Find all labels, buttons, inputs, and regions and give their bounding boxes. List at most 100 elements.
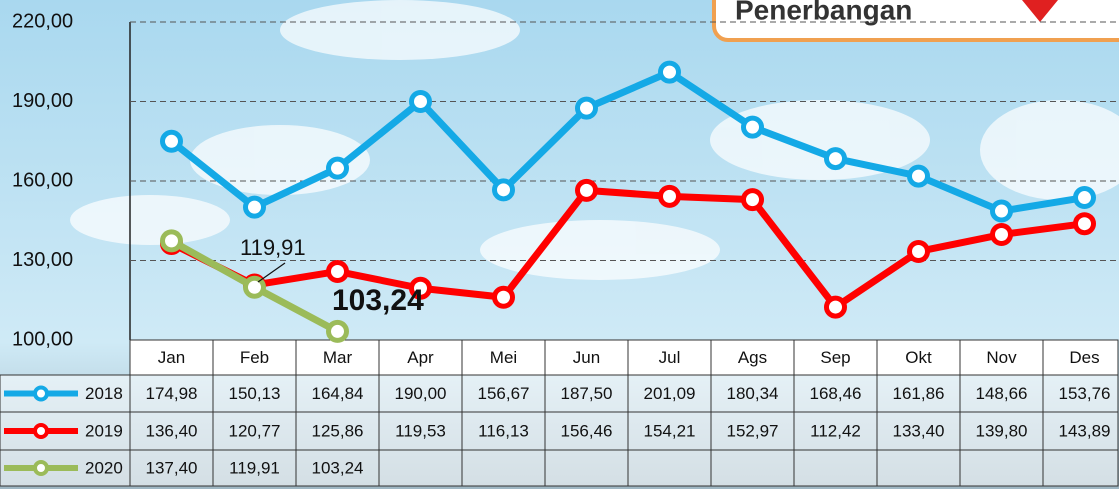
table-value: 180,34: [727, 384, 779, 403]
badge-icon: [1022, 0, 1058, 22]
table-value: 112,42: [810, 421, 861, 440]
table-value: 119,91: [229, 458, 280, 477]
table-cell: [544, 339, 629, 376]
legend-label: 2020: [85, 458, 123, 477]
table-value: 148,66: [976, 384, 1028, 403]
x-tick-label: Des: [1069, 348, 1099, 367]
table-cell: [378, 411, 463, 451]
legend-marker: [33, 460, 49, 476]
table-value: 201,09: [644, 384, 696, 403]
data-point: [492, 178, 515, 202]
annotation: 119,91: [240, 235, 306, 260]
table-cell: [295, 374, 380, 413]
table-value: 187,50: [561, 384, 613, 403]
badge-box: [712, 0, 1119, 42]
table-value: 143,89: [1059, 421, 1111, 440]
data-point: [907, 164, 930, 188]
data-point: [1073, 186, 1096, 210]
x-tick-label: Jul: [659, 348, 681, 367]
y-tick-label: 160,00: [12, 169, 73, 191]
table-cell: [212, 449, 297, 487]
table-cell: [1042, 339, 1119, 376]
table-value: 164,84: [312, 384, 364, 403]
data-point: [824, 295, 847, 319]
data-point: [492, 285, 515, 309]
table-cell: [461, 339, 546, 376]
table-value: 154,21: [644, 421, 696, 440]
data-point: [243, 195, 266, 219]
table-cell: [710, 449, 795, 487]
table-value: 174,98: [146, 384, 198, 403]
data-point: [741, 188, 764, 212]
data-point: [575, 96, 598, 120]
data-point: [326, 319, 349, 343]
x-tick-label: Jan: [158, 348, 185, 367]
table-cell: [793, 339, 878, 376]
table-cell: [129, 374, 214, 413]
data-point: [741, 115, 764, 139]
table-value: 156,67: [478, 384, 530, 403]
table-cell: [710, 339, 795, 376]
series-line: [169, 68, 1086, 215]
table-value: 137,40: [146, 458, 198, 477]
table-value: 190,00: [395, 384, 447, 403]
x-tick-label: Jun: [573, 348, 600, 367]
y-tick-label: 100,00: [12, 328, 73, 350]
table-value: 103,24: [312, 458, 364, 477]
data-point: [575, 178, 598, 202]
table-value: 136,40: [146, 421, 198, 440]
badge-text: Penerbangan: [735, 0, 912, 25]
table-cell: [627, 449, 712, 487]
table-cell: [876, 339, 961, 376]
table-value: 133,40: [893, 421, 945, 440]
table-value: 139,80: [976, 421, 1028, 440]
x-tick-label: Mei: [490, 348, 517, 367]
table-cell: [378, 339, 463, 376]
table-cell: [959, 449, 1044, 487]
data-point: [1073, 212, 1096, 236]
table-value: 152,97: [727, 421, 779, 440]
table-cell: [627, 374, 712, 413]
table-cell: [544, 449, 629, 487]
data-point: [409, 90, 432, 113]
table-value: 156,46: [561, 421, 613, 440]
data-point: [824, 147, 847, 171]
data-point: [658, 60, 681, 84]
data-point: [326, 259, 349, 283]
legend-marker: [33, 385, 49, 402]
table-value: 153,76: [1059, 384, 1111, 403]
data-point: [658, 184, 681, 208]
data-point: [409, 276, 432, 300]
table-cell: [876, 449, 961, 487]
table-cell: [461, 374, 546, 413]
table-value: 119,53: [395, 421, 446, 440]
y-tick-label: 190,00: [12, 90, 73, 112]
series-line: [169, 186, 1085, 311]
data-point: [907, 239, 930, 263]
legend-label: 2019: [85, 421, 123, 440]
table-cell: [793, 411, 878, 451]
x-tick-label: Ags: [738, 348, 767, 367]
table-cell: [627, 411, 712, 451]
data-point: [326, 156, 349, 180]
legend-marker: [33, 423, 49, 439]
table-cell: [461, 449, 546, 487]
table-value: 116,13: [478, 421, 529, 440]
table-cell: [378, 449, 463, 487]
y-tick-label: 130,00: [12, 249, 73, 271]
data-point: [990, 199, 1013, 223]
data-point: [990, 223, 1013, 247]
table-cell: [1042, 449, 1119, 487]
legend-label: 2018: [85, 384, 123, 403]
data-point: [160, 129, 183, 153]
table-cell: [461, 411, 546, 451]
table-cell: [793, 449, 878, 487]
annotation-leader: [257, 262, 286, 283]
data-point: [243, 275, 266, 299]
table-value: 150,13: [229, 384, 281, 403]
table-value: 161,86: [893, 384, 945, 403]
x-tick-label: Nov: [986, 348, 1017, 367]
annotation: 103,24: [332, 284, 424, 317]
table-cell: [876, 411, 961, 451]
